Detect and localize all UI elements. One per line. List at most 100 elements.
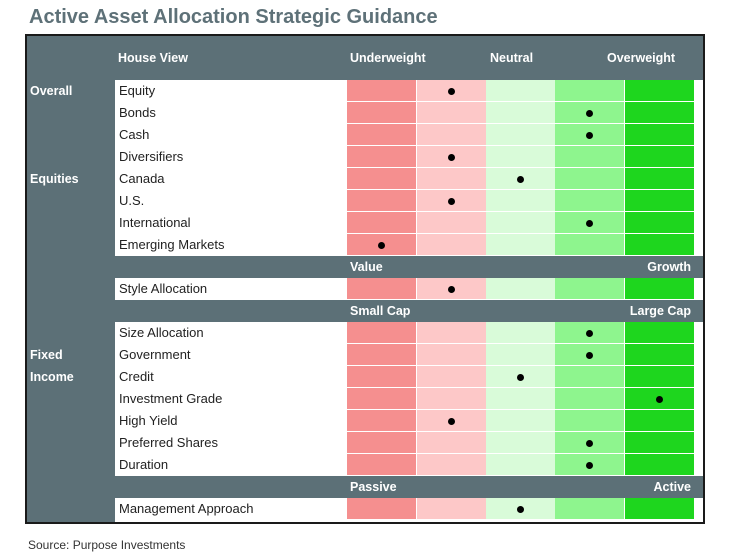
scale-cell [347,146,416,168]
scale-cell [486,344,555,366]
scale-cell [486,454,555,476]
scale-cell [486,432,555,454]
scale-cell [555,388,624,410]
position-marker [448,285,455,293]
row-divider [117,233,703,234]
scale-cell [625,454,694,476]
scale-cell [625,278,694,300]
scale-cell [555,80,624,102]
header-neutral: Neutral [490,51,534,65]
row-divider [117,387,703,388]
header-underweight: Underweight [350,51,426,65]
group-label: Overall [30,84,73,98]
scale-cell [555,190,624,212]
row-divider [117,101,703,102]
position-marker [448,197,455,205]
scale-cell [625,190,694,212]
group-sidebar [27,80,115,168]
scale-cell [625,366,694,388]
scale-cell [625,146,694,168]
scale-cell [347,498,416,520]
scale-cell [347,366,416,388]
scale-cell [417,432,486,454]
group-label: Equities [30,172,79,186]
row-divider [117,519,703,520]
scale-cell [625,212,694,234]
scale-cell [625,102,694,124]
position-marker [448,87,455,95]
row-label: Canada [117,168,345,190]
scale-cell [486,146,555,168]
position-marker [378,241,385,249]
position-marker [586,461,593,469]
position-marker [517,175,524,183]
scale-cell [417,322,486,344]
subheader-left-label: Small Cap [350,304,411,318]
row-label: Government [117,344,345,366]
scale-cell [625,410,694,432]
scale-cell [555,366,624,388]
scale-cell [347,388,416,410]
scale-cell [625,168,694,190]
scale-cell [486,80,555,102]
position-marker [517,373,524,381]
scale-cell [555,278,624,300]
scale-cell [625,344,694,366]
scale-cell [417,388,486,410]
row-label: Diversifiers [117,146,345,168]
row-label: Equity [117,80,345,102]
header-overweight: Overweight [607,51,676,65]
scale-cell [417,366,486,388]
row-label: Bonds [117,102,345,124]
row-label: Style Allocation [117,278,345,300]
subheader-right-label: Large Cap [629,304,691,318]
scale-cell [555,168,624,190]
scale-cell [347,432,416,454]
scale-cell [486,322,555,344]
row-divider [117,431,703,432]
allocation-table: House View Underweight Neutral Overweigh… [25,34,705,524]
group-label: Fixed Income [30,348,74,384]
row-label: Emerging Markets [117,234,345,256]
scale-cell [486,102,555,124]
position-marker [586,329,593,337]
scale-cell [417,498,486,520]
scale-cell [347,322,416,344]
scale-cell [555,146,624,168]
group-sidebar [27,344,115,476]
row-label: Size Allocation [117,322,345,344]
position-marker [586,351,593,359]
scale-cell [486,212,555,234]
scale-cell [347,102,416,124]
position-marker [586,131,593,139]
scale-cell [347,80,416,102]
row-label: Cash [117,124,345,146]
subheader-right-label: Growth [647,260,691,274]
position-marker [448,417,455,425]
row-divider [117,211,703,212]
row-label: High Yield [117,410,345,432]
subheader-right-label: Active [653,480,691,494]
scale-cell [347,168,416,190]
scale-cell [555,234,624,256]
position-marker [517,505,524,513]
row-divider [117,365,703,366]
row-divider [117,299,703,300]
scale-cell [486,410,555,432]
scale-cell [625,234,694,256]
scale-cell [417,168,486,190]
row-label: Preferred Shares [117,432,345,454]
position-marker [586,219,593,227]
scale-cell [417,344,486,366]
scale-cell [347,190,416,212]
scale-cell [417,454,486,476]
chart-title: Active Asset Allocation Strategic Guidan… [29,6,438,28]
scale-cell [486,190,555,212]
scale-cell [417,212,486,234]
scale-cell [486,234,555,256]
scale-cell [347,212,416,234]
scale-cell [486,388,555,410]
row-divider [117,123,703,124]
row-divider [117,475,703,476]
row-label: Duration [117,454,345,476]
